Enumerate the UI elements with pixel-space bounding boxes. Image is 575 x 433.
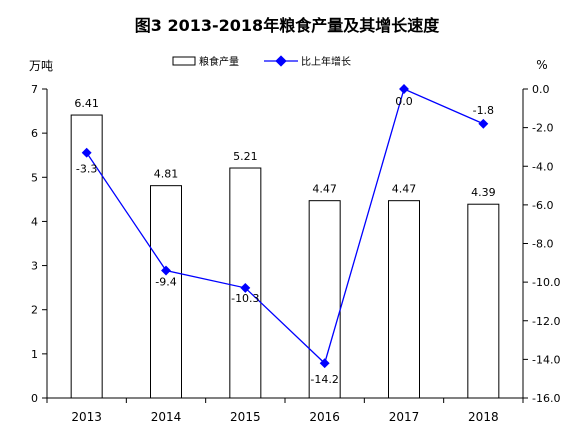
x-tick-label: 2015 xyxy=(230,410,261,424)
legend-label-grain-output: 粮食产量 xyxy=(199,55,239,68)
right-tick-label: 0.0 xyxy=(532,83,550,96)
growth-rate-point xyxy=(319,358,330,369)
growth-rate-point xyxy=(478,118,489,129)
left-tick-label: 4 xyxy=(31,215,38,228)
x-tick-label: 2017 xyxy=(389,410,420,424)
bar-series xyxy=(70,114,500,399)
growth-rate-value-label: -1.8 xyxy=(473,104,494,117)
left-tick-label: 2 xyxy=(31,304,38,317)
right-axis-unit-label: % xyxy=(536,58,547,72)
x-tick-label: 2013 xyxy=(71,410,102,424)
legend-bar-swatch xyxy=(172,56,196,66)
growth-rate-value-label: -3.3 xyxy=(76,163,97,176)
right-tick-label: -12.0 xyxy=(532,315,560,328)
left-tick-label: 1 xyxy=(31,348,38,361)
bar-value-label: 4.47 xyxy=(392,183,417,196)
left-tick-label: 0 xyxy=(31,392,38,405)
growth-rate-value-label: -14.2 xyxy=(310,373,338,386)
growth-rate-value-label: -10.3 xyxy=(231,292,259,305)
right-tick-label: -2.0 xyxy=(532,122,553,135)
right-tick-label: -14.0 xyxy=(532,353,560,366)
growth-rate-point xyxy=(240,282,251,293)
growth-rate-value-label: 0.0 xyxy=(395,95,413,108)
bar-value-label: 5.21 xyxy=(233,150,258,163)
x-tick-label: 2014 xyxy=(151,410,182,424)
legend-item-grain-output: 粮食产量 xyxy=(172,55,239,68)
growth-rate-line xyxy=(86,88,484,365)
left-tick-label: 6 xyxy=(31,127,38,140)
right-tick-label: -6.0 xyxy=(532,199,553,212)
left-tick-label: 7 xyxy=(31,83,38,96)
plot-frame xyxy=(46,89,524,399)
growth-rate-point xyxy=(81,147,92,158)
legend: 粮食产量 比上年增长 xyxy=(172,55,351,68)
right-tick-label: -4.0 xyxy=(532,160,553,173)
x-tick-label: 2016 xyxy=(309,410,340,424)
bar-value-label: 4.81 xyxy=(154,168,179,181)
bar-value-label: 6.41 xyxy=(74,97,99,110)
x-axis-ticks: 2013 2014 2015 2016 2017 2018 xyxy=(46,398,524,424)
bar-grain-output xyxy=(388,200,420,399)
left-axis-unit-label: 万吨 xyxy=(29,59,53,73)
legend-item-growth-rate: 比上年增长 xyxy=(264,55,351,68)
legend-diamond-marker xyxy=(275,55,287,67)
x-tick-label: 2018 xyxy=(468,410,499,424)
growth-rate-point xyxy=(161,265,171,276)
left-axis-ticks: 0 1 2 3 4 5 6 7 xyxy=(31,83,47,405)
right-tick-label: -10.0 xyxy=(532,276,560,289)
data-label-layer: 6.41 4.81 5.21 4.47 4.47 4.39 -3.3 -9.4 -10.3 -14… xyxy=(74,95,495,386)
bar-value-label: 4.47 xyxy=(312,183,337,196)
left-tick-label: 3 xyxy=(31,260,38,273)
growth-rate-value-label: -9.4 xyxy=(155,276,176,289)
growth-line-series xyxy=(81,84,489,369)
bar-value-label: 4.39 xyxy=(471,186,496,199)
growth-rate-point xyxy=(399,84,409,94)
bar-grain-output xyxy=(150,185,182,399)
right-tick-label: -8.0 xyxy=(532,238,553,251)
right-tick-label: -16.0 xyxy=(532,392,560,405)
right-axis-ticks: -16.0 -14.0 -12.0 -10.0 -8.0 -6.0 -4.0 -2.0 0.0 xyxy=(523,83,560,405)
bar-grain-output xyxy=(308,200,341,399)
legend-label-growth-rate: 比上年增长 xyxy=(301,55,351,68)
bar-grain-output xyxy=(70,114,103,399)
chart-title: 图3 2013-2018年粮食产量及其增长速度 xyxy=(135,16,440,35)
bar-grain-output xyxy=(467,203,500,399)
left-tick-label: 5 xyxy=(31,171,38,184)
